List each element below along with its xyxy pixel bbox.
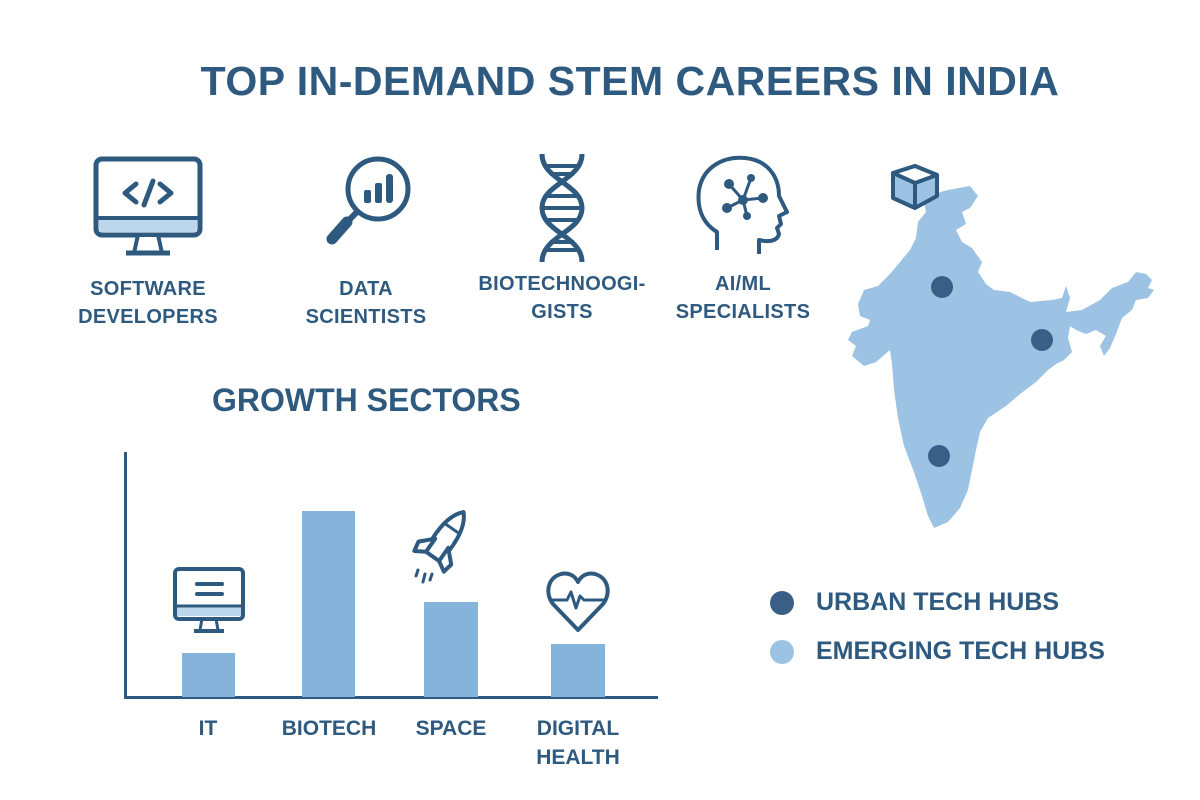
legend-label: EMERGING TECH HUBS xyxy=(816,637,1105,665)
page-title: TOP IN-DEMAND STEM CAREERS IN INDIA xyxy=(200,58,1060,104)
cube-icon xyxy=(891,164,939,210)
career-ai-ml-specialists: AI/ML SPECIALISTS xyxy=(658,150,828,326)
career-label: BIOTECHNOOGI- xyxy=(478,273,646,295)
x-label-it: IT xyxy=(198,717,218,740)
x-label-space: SPACE xyxy=(415,717,487,740)
rocket-icon xyxy=(412,510,466,584)
monitor-icon xyxy=(173,567,245,633)
career-biotechnologists: BIOTECHNOOGI- GISTS xyxy=(477,150,647,326)
x-axis xyxy=(124,696,658,699)
code-monitor-icon xyxy=(93,156,203,256)
career-label: SPECIALISTS xyxy=(675,301,811,323)
growth-bar-chart: IT BIOTECH SPACE DIGITAL HEALTH xyxy=(124,452,658,769)
bar-space xyxy=(424,602,478,697)
y-axis xyxy=(124,452,127,699)
career-software-developers: SOFTWARE DEVELOPERS xyxy=(63,155,233,331)
bar-biotech xyxy=(302,511,355,697)
heart-pulse-icon xyxy=(546,571,610,632)
india-map xyxy=(848,164,1154,528)
career-label: AI/ML xyxy=(715,273,771,295)
career-label: GISTS xyxy=(531,301,593,323)
emerging-hub-dot-icon xyxy=(770,639,794,664)
legend-urban-tech-hubs: URBAN TECH HUBS xyxy=(770,588,1059,617)
career-label: SOFTWARE xyxy=(90,278,206,300)
career-label: SCIENTISTS xyxy=(305,306,427,328)
legend-emerging-tech-hubs: EMERGING TECH HUBS xyxy=(770,637,1105,666)
urban-hub-dot-icon xyxy=(770,590,794,615)
bar-it xyxy=(182,653,235,697)
dna-icon xyxy=(539,153,585,263)
x-label-biotech: BIOTECH xyxy=(281,717,377,740)
ai-head-icon xyxy=(696,155,789,254)
career-label: DATA xyxy=(339,278,393,300)
growth-sectors-title: GROWTH SECTORS xyxy=(212,382,521,418)
career-label: DEVELOPERS xyxy=(78,306,218,328)
bar-digital-health xyxy=(551,644,605,697)
career-data-scientists: DATA SCIENTISTS xyxy=(281,155,451,331)
x-label-digital-health: DIGITAL HEALTH xyxy=(536,717,620,769)
magnifier-chart-icon xyxy=(326,156,411,245)
legend-label: URBAN TECH HUBS xyxy=(816,588,1060,616)
